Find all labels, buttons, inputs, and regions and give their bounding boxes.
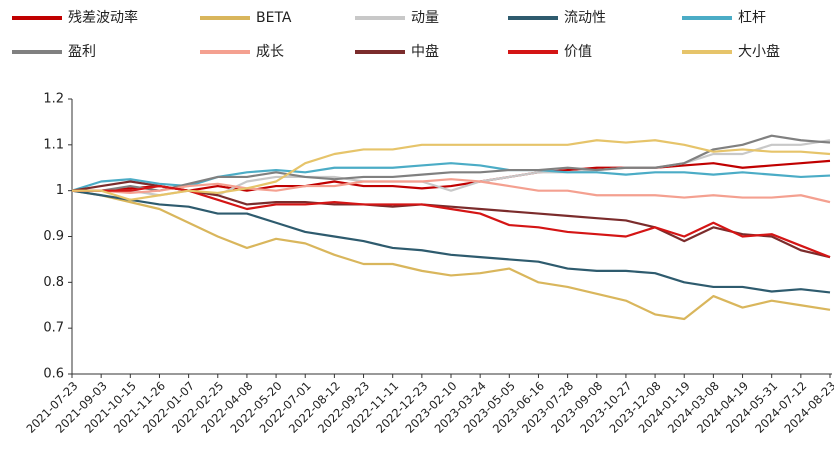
y-tick-label: 1.1 <box>43 137 64 152</box>
legend-label: 成长 <box>256 44 284 60</box>
y-tick-label: 0.7 <box>43 321 64 336</box>
y-tick-label: 0.6 <box>43 367 64 382</box>
legend-label: 流动性 <box>564 10 606 26</box>
legend-label: 大小盘 <box>738 43 780 60</box>
legend-label: 价值 <box>564 44 592 60</box>
legend-label: 动量 <box>411 10 439 26</box>
series-line <box>71 180 831 259</box>
series-line <box>72 159 831 192</box>
legend-label: 杠杆 <box>738 10 766 26</box>
legend-label: 盈利 <box>68 44 96 60</box>
series-line <box>72 178 831 204</box>
y-tick-label: 0.8 <box>43 275 64 290</box>
series-line <box>71 162 831 192</box>
series-line <box>72 139 831 201</box>
y-tick-label: 1.2 <box>43 92 64 107</box>
legend-label: BETA <box>256 10 292 26</box>
series-line <box>71 189 831 294</box>
series-line <box>72 134 831 192</box>
y-tick-label: 0.9 <box>43 229 64 244</box>
legend-label: 残差波动率 <box>68 9 138 26</box>
series-line <box>71 189 831 321</box>
series-line <box>72 184 831 259</box>
y-tick-label: 1 <box>56 183 64 198</box>
legend-label: 中盘 <box>411 43 439 60</box>
